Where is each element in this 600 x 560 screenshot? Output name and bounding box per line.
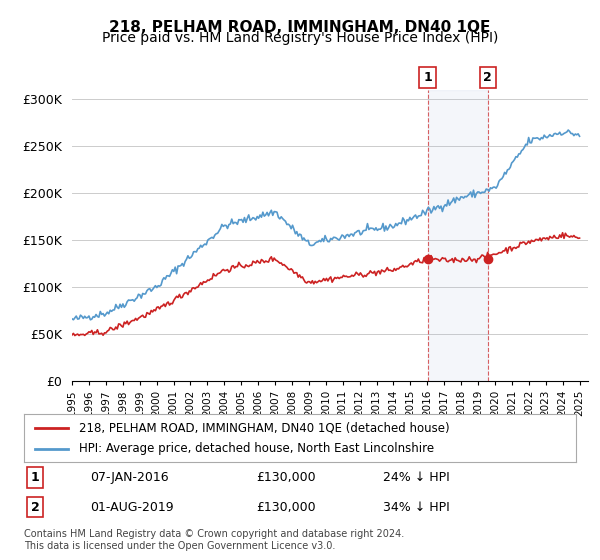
- Text: 218, PELHAM ROAD, IMMINGHAM, DN40 1QE: 218, PELHAM ROAD, IMMINGHAM, DN40 1QE: [109, 20, 491, 35]
- Text: 24% ↓ HPI: 24% ↓ HPI: [383, 471, 449, 484]
- Text: Price paid vs. HM Land Registry's House Price Index (HPI): Price paid vs. HM Land Registry's House …: [102, 31, 498, 45]
- Text: 2: 2: [31, 501, 40, 514]
- Text: 1: 1: [31, 471, 40, 484]
- Text: HPI: Average price, detached house, North East Lincolnshire: HPI: Average price, detached house, Nort…: [79, 442, 434, 455]
- Text: 34% ↓ HPI: 34% ↓ HPI: [383, 501, 449, 514]
- Text: 218, PELHAM ROAD, IMMINGHAM, DN40 1QE (detached house): 218, PELHAM ROAD, IMMINGHAM, DN40 1QE (d…: [79, 421, 450, 434]
- Bar: [428, 90, 488, 381]
- Text: £130,000: £130,000: [256, 501, 316, 514]
- Text: £130,000: £130,000: [256, 471, 316, 484]
- Text: 01-AUG-2019: 01-AUG-2019: [90, 501, 174, 514]
- Text: 1: 1: [423, 71, 432, 84]
- Text: 2: 2: [484, 71, 492, 84]
- Text: 07-JAN-2016: 07-JAN-2016: [90, 471, 169, 484]
- Text: Contains HM Land Registry data © Crown copyright and database right 2024.
This d: Contains HM Land Registry data © Crown c…: [24, 529, 404, 551]
